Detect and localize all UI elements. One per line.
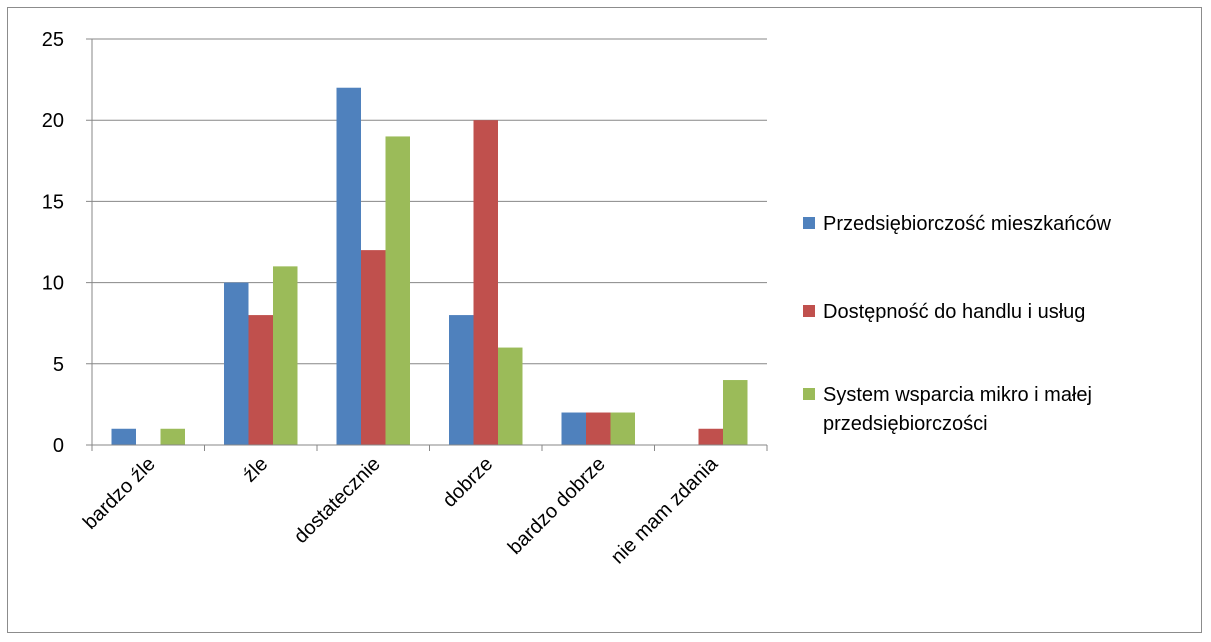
legend-swatch — [803, 305, 815, 317]
y-axis-ticks: 0 5 10 15 20 25 — [42, 29, 64, 457]
bar — [449, 315, 474, 445]
bar — [111, 428, 136, 445]
legend-label: System wsparcia mikro i małej przedsiębi… — [823, 384, 1092, 435]
x-tick-label: nie mam zdania — [607, 452, 723, 568]
bar — [224, 282, 249, 445]
legend-swatch — [803, 217, 815, 229]
y-tick-label: 15 — [42, 191, 64, 213]
bar — [385, 136, 410, 445]
bar — [698, 428, 723, 445]
bar — [473, 120, 498, 445]
y-tick-label: 20 — [42, 110, 64, 132]
bar — [723, 380, 748, 445]
bar — [498, 347, 523, 445]
x-tick-label: źle — [239, 453, 273, 487]
bar — [561, 412, 586, 445]
legend-item-3: System wsparcia mikro i małej przedsiębi… — [803, 381, 1173, 439]
x-tick-label: dostatecznie — [290, 453, 385, 548]
legend-swatch — [803, 388, 815, 400]
chart-frame — [7, 7, 1202, 633]
legend-item-1: Przedsiębiorczość mieszkańców — [803, 210, 1111, 239]
bar — [361, 250, 386, 445]
bars — [111, 87, 748, 445]
x-axis-labels: bardzo źle źle dostatecznie dobrze bardzo do… — [79, 452, 723, 568]
bar — [610, 412, 635, 445]
x-tick-label: bardzo źle — [79, 453, 160, 534]
legend-item-2: Dostępność do handlu i usług — [803, 298, 1085, 327]
bar — [336, 87, 361, 445]
bar — [586, 412, 611, 445]
bar — [248, 315, 273, 445]
x-tick-label: bardzo dobrze — [504, 453, 610, 559]
y-tick-label: 5 — [53, 354, 64, 376]
bar — [273, 266, 298, 445]
gridlines — [86, 38, 767, 446]
legend-label: Dostępność do handlu i usług — [823, 301, 1086, 323]
y-tick-label: 25 — [42, 29, 64, 51]
axes — [91, 39, 768, 451]
legend-label: Przedsiębiorczość mieszkańców — [823, 213, 1111, 235]
bar — [160, 428, 185, 445]
y-tick-label: 10 — [42, 273, 64, 295]
y-tick-label: 0 — [53, 435, 64, 457]
x-tick-label: dobrze — [438, 453, 497, 512]
